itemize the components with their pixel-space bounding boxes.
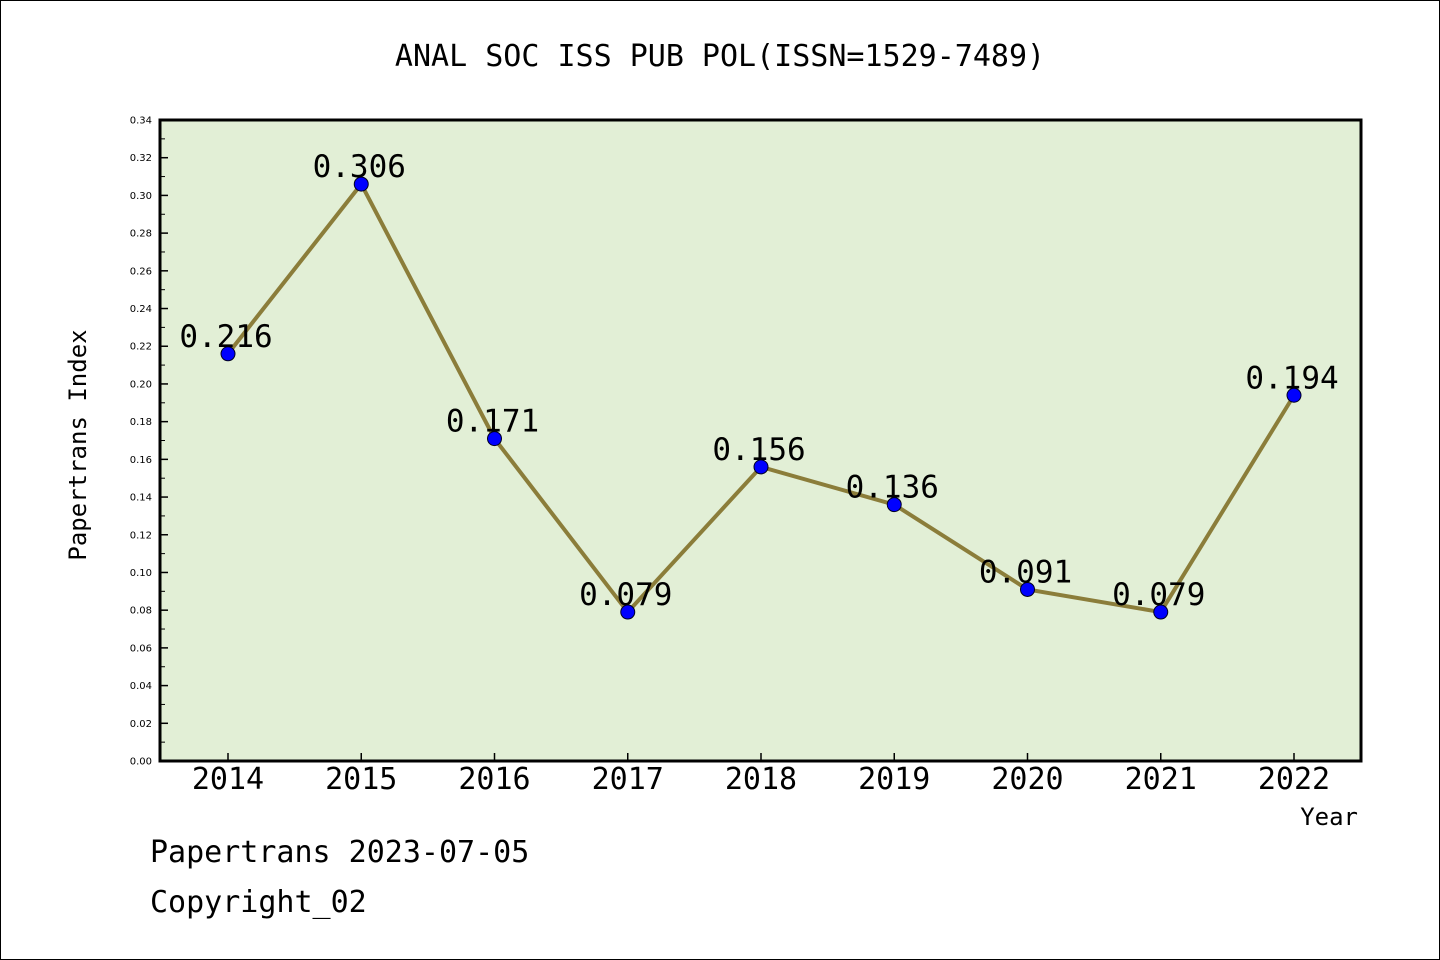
y-axis: 0.00 0.02 0.04 0.06 0.08 0.10 0.12 0.14 0.16 0.18… [130,116,168,768]
data-point [1020,581,1035,597]
data-point [620,604,636,620]
x-tick-label: 2020 [991,762,1063,797]
x-tick-label: 2015 [325,762,397,797]
data-label: 0.306 [313,149,406,185]
y-tick-label: 0.34 [130,116,152,127]
y-tick-label: 0.08 [130,606,152,617]
x-tick-label: 2022 [1258,762,1330,797]
data-label: 0.171 [446,404,539,440]
data-labels: 0.216 0.306 0.171 0.079 0.156 0.136 0.091 0.079… [179,149,1338,613]
data-point [753,459,769,475]
x-tick-label: 2019 [858,762,930,797]
footer-line-1: Papertrans 2023-07-05 [150,835,530,870]
plot-area [158,118,1363,763]
chart-title: ANAL SOC ISS PUB POL(ISSN=1529-7489) [395,39,1045,74]
y-tick-label: 0.06 [130,643,152,654]
x-axis-label: Year [1300,803,1358,831]
y-tick-label: 0.18 [130,417,152,428]
y-axis-label: Papertrans Index [64,329,92,560]
data-point [886,497,902,513]
data-point [220,346,236,362]
x-tick-label: 2017 [592,762,664,797]
data-label: 0.079 [579,577,672,613]
data-label: 0.216 [179,319,272,355]
data-label: 0.136 [846,470,939,506]
x-tick-label: 2021 [1125,762,1197,797]
x-tick-label: 2014 [192,762,264,797]
y-tick-label: 0.22 [130,342,152,353]
data-label: 0.156 [712,432,805,468]
y-tick-label: 0.10 [130,568,152,579]
data-point [1153,604,1169,620]
y-tick-label: 0.02 [130,719,152,730]
x-axis: 2014 2015 2016 2017 2018 2019 2020 2021 2022 [192,753,1330,797]
y-tick-label: 0.24 [130,304,152,315]
footer-line-2: Copyright_02 [150,885,367,920]
y-tick-label: 0.20 [130,379,152,390]
y-tick-label: 0.30 [130,191,152,202]
data-points [220,176,1302,620]
data-point [487,431,502,447]
y-tick-label: 0.14 [130,493,152,504]
y-tick-label: 0.04 [130,681,152,692]
x-tick-label: 2018 [725,762,797,797]
data-label: 0.091 [979,554,1072,590]
data-point [353,176,369,192]
y-tick-label: 0.16 [130,455,152,466]
data-label: 0.079 [1112,577,1205,613]
data-label: 0.194 [1245,360,1338,396]
y-tick-label: 0.28 [130,229,152,240]
y-tick-label: 0.00 [130,757,152,768]
y-tick-label: 0.32 [130,153,152,164]
y-tick-label: 0.12 [130,530,152,541]
y-tick-label: 0.26 [130,266,152,277]
x-tick-label: 2016 [458,762,530,797]
data-point [1286,387,1302,403]
